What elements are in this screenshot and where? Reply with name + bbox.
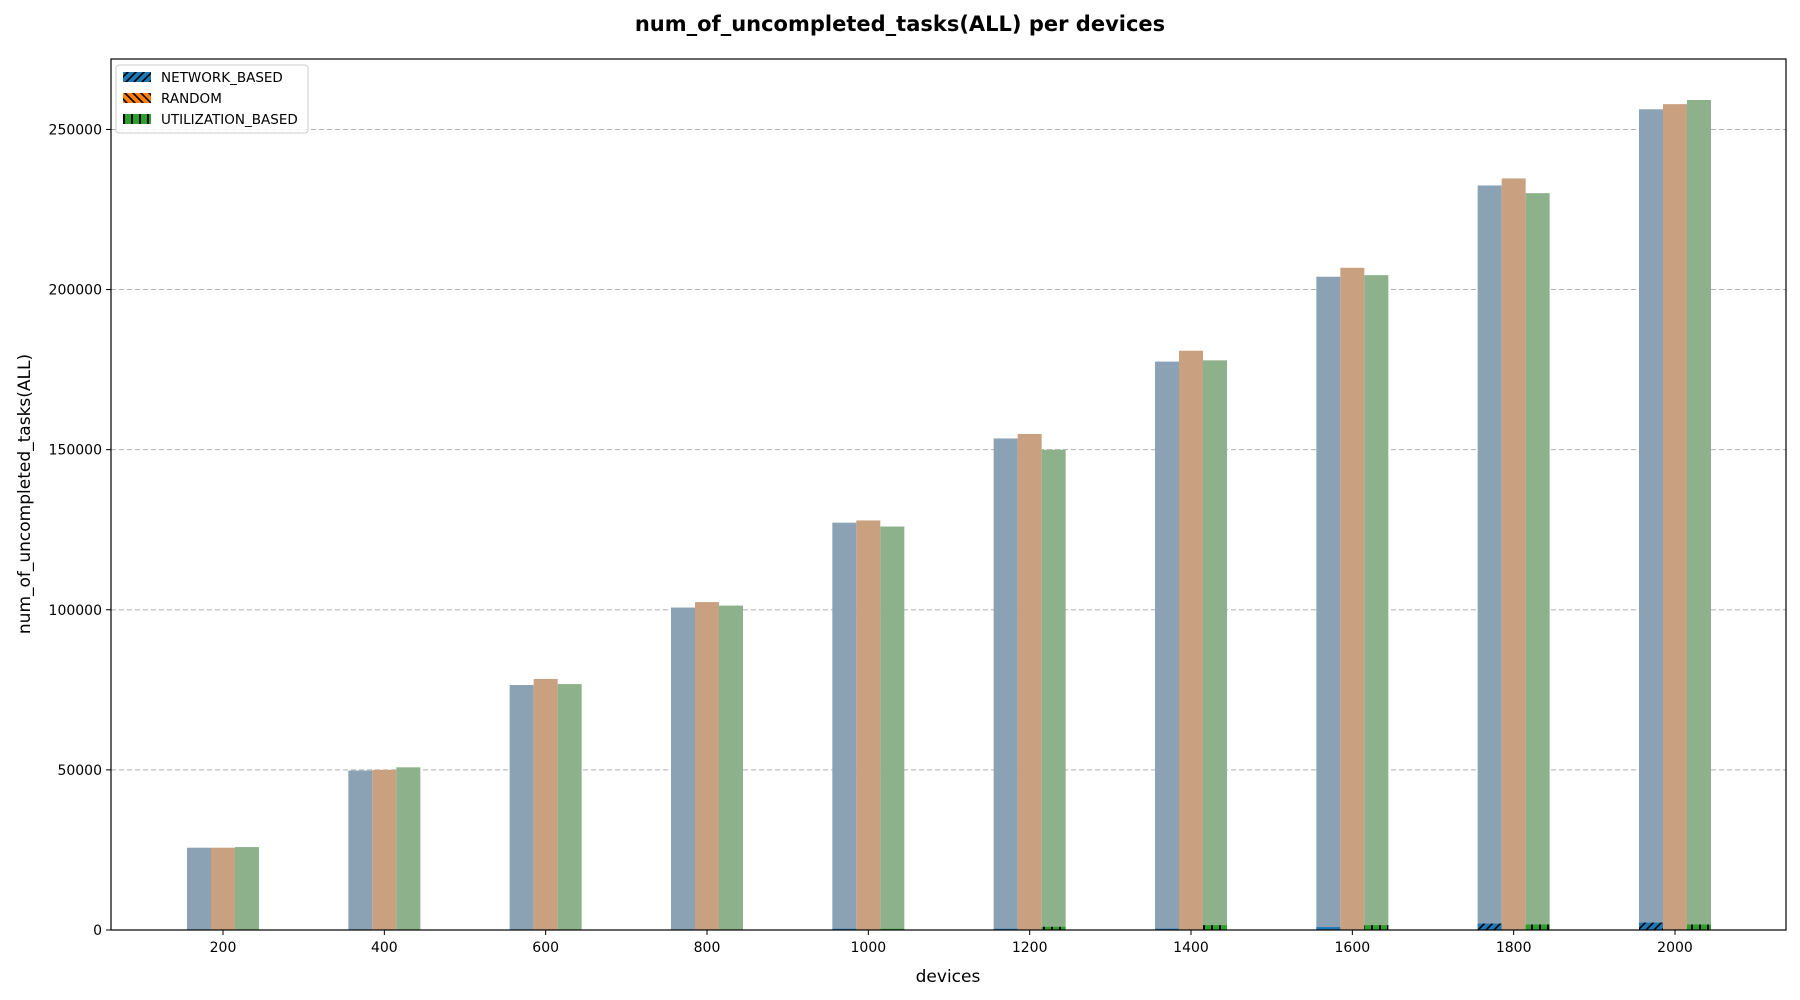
bar-network-based-1200: [993, 438, 1018, 930]
bar-network-based-1600: [1316, 276, 1341, 930]
bar-random-400: [372, 769, 397, 930]
overlay-hatch-network-based-1800: [1477, 923, 1502, 930]
bar-utilization-based-1400: [1203, 360, 1227, 930]
x-tick-label: 1000: [851, 940, 887, 956]
overlay-bars: [832, 922, 1711, 930]
y-tick-label: 150000: [49, 443, 102, 459]
bar-random-1600: [1340, 267, 1365, 930]
overlay-hatch-utilization-based-1400: [1203, 925, 1227, 930]
legend-swatch-hatch: [123, 72, 151, 82]
bar-network-based-800: [671, 607, 695, 930]
x-tick-label: 1200: [1012, 940, 1048, 956]
bar-random-800: [695, 602, 719, 930]
bar-utilization-based-200: [235, 847, 259, 930]
legend: NETWORK_BASED RANDOM UTILIZATION_BASED: [115, 64, 309, 134]
bar-utilization-based-1200: [1041, 449, 1066, 930]
overlay-bar-network-based-1600: [1316, 927, 1341, 930]
overlay-hatch-utilization-based-2000: [1687, 924, 1711, 930]
overlay-bar-network-based-1400: [1155, 928, 1179, 930]
bar-random-1000: [856, 520, 881, 930]
y-tick-label: 100000: [49, 603, 102, 619]
overlay-hatch-utilization-based-1600: [1364, 925, 1389, 930]
bar-utilization-based-600: [557, 684, 582, 930]
bar-utilization-based-1000: [880, 526, 905, 930]
x-tick-label: 1600: [1335, 940, 1371, 956]
bar-utilization-based-1800: [1525, 193, 1550, 930]
bar-random-1400: [1179, 350, 1203, 930]
bar-random-600: [533, 678, 558, 930]
x-tick-label: 1400: [1173, 940, 1209, 956]
chart-title: num_of_uncompleted_tasks(ALL) per device…: [635, 12, 1165, 36]
x-tick-label: 600: [532, 940, 559, 956]
y-tick-label: 50000: [57, 763, 102, 779]
x-tick-label: 800: [694, 940, 721, 956]
bar-network-based-200: [187, 847, 211, 930]
x-axis-ticks: 200 400 600 800 1000 1200 1400 1600 1800 2000: [210, 930, 1693, 956]
bar-random-200: [211, 847, 235, 930]
bar-network-based-400: [348, 770, 373, 930]
bar-utilization-based-400: [396, 767, 421, 930]
bar-random-1800: [1501, 178, 1526, 931]
legend-swatch-hatch: [123, 114, 151, 124]
bar-utilization-based-1600: [1364, 275, 1389, 930]
y-axis-label: num_of_uncompleted_tasks(ALL): [15, 354, 35, 634]
legend-label-utilization-based: UTILIZATION_BASED: [161, 112, 298, 128]
y-tick-label: 200000: [49, 283, 102, 299]
x-tick-label: 1800: [1496, 940, 1532, 956]
x-tick-label: 2000: [1657, 940, 1693, 956]
bars: [187, 99, 1711, 931]
overlay-hatch-utilization-based-1800: [1525, 924, 1550, 930]
legend-label-network-based: NETWORK_BASED: [161, 70, 283, 86]
x-axis-label: devices: [916, 967, 981, 987]
y-tick-label: 0: [93, 923, 102, 939]
legend-label-random: RANDOM: [161, 91, 222, 107]
bar-network-based-600: [509, 685, 534, 930]
bar-utilization-based-800: [719, 605, 743, 930]
legend-items: NETWORK_BASED RANDOM UTILIZATION_BASED: [123, 70, 298, 128]
x-tick-label: 200: [210, 940, 237, 956]
bar-random-2000: [1663, 104, 1687, 930]
bar-random-1200: [1017, 433, 1042, 930]
bar-utilization-based-2000: [1687, 99, 1711, 931]
y-tick-label: 250000: [49, 122, 102, 138]
overlay-hatch-network-based-2000: [1639, 922, 1663, 930]
x-tick-label: 400: [371, 940, 398, 956]
plot-frame: [110, 58, 1787, 931]
legend-box: [115, 64, 309, 134]
overlay-hatch-utilization-based-1200: [1041, 926, 1066, 930]
bar-network-based-1400: [1155, 361, 1179, 930]
legend-swatch-hatch: [123, 93, 151, 103]
bar-network-based-1000: [832, 522, 857, 930]
y-axis-ticks: 0 50000 100000 150000 200000 250000: [49, 122, 111, 939]
bar-network-based-1800: [1477, 185, 1502, 931]
bar-network-based-2000: [1639, 109, 1663, 930]
